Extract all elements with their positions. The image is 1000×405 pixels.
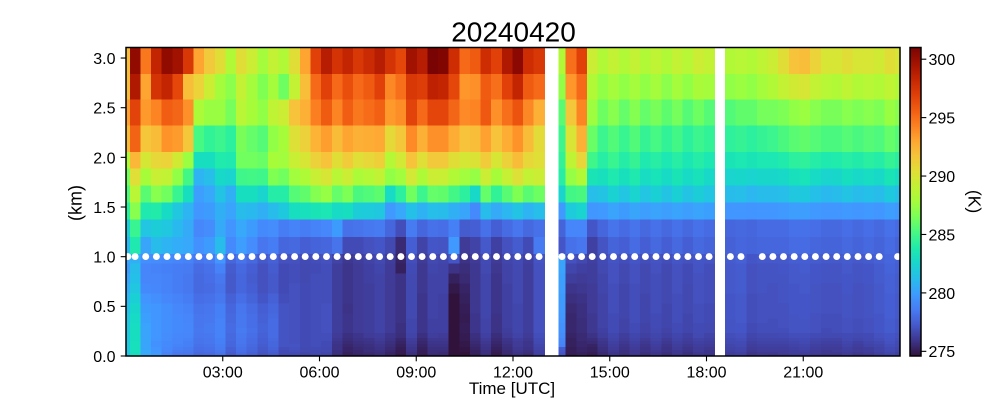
svg-text:20240420: 20240420 — [451, 17, 576, 48]
svg-text:(km): (km) — [66, 185, 86, 221]
svg-text:290: 290 — [929, 169, 956, 186]
svg-text:2.5: 2.5 — [93, 101, 115, 118]
svg-text:09:00: 09:00 — [396, 365, 436, 382]
svg-text:03:00: 03:00 — [203, 365, 243, 382]
svg-text:1.0: 1.0 — [93, 250, 115, 267]
svg-text:0.0: 0.0 — [93, 349, 115, 366]
svg-text:295: 295 — [929, 111, 956, 128]
svg-text:18:00: 18:00 — [686, 365, 726, 382]
svg-text:2.0: 2.0 — [93, 150, 115, 167]
svg-text:280: 280 — [929, 286, 956, 303]
svg-text:15:00: 15:00 — [590, 365, 630, 382]
svg-text:3.0: 3.0 — [93, 51, 115, 68]
svg-text:275: 275 — [929, 344, 956, 361]
svg-text:Time [UTC]: Time [UTC] — [469, 379, 555, 398]
svg-text:12:00: 12:00 — [493, 365, 533, 382]
svg-text:0.5: 0.5 — [93, 299, 115, 316]
svg-text:1.5: 1.5 — [93, 200, 115, 217]
svg-text:21:00: 21:00 — [783, 365, 823, 382]
svg-text:06:00: 06:00 — [299, 365, 339, 382]
svg-text:(K): (K) — [965, 190, 985, 213]
svg-text:300: 300 — [929, 52, 956, 69]
svg-text:285: 285 — [929, 227, 956, 244]
